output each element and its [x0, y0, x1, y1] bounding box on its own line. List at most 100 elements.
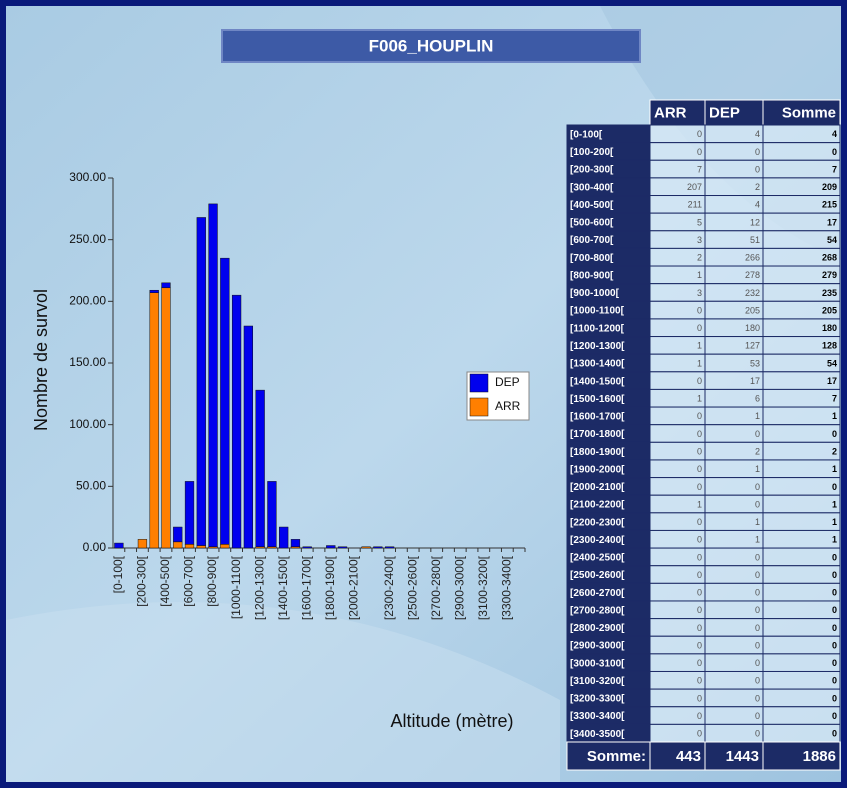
- x-axis-label: Altitude (mètre): [390, 711, 513, 731]
- table-cell: [763, 689, 840, 707]
- y-axis-label: Nombre de survol: [31, 289, 51, 431]
- table-value: 0: [832, 605, 837, 615]
- row-label: [3400-3500[: [570, 729, 625, 740]
- row-label: [900-1000[: [570, 288, 620, 299]
- table-value: 0: [755, 147, 760, 157]
- y-tick-label: 50.00: [76, 479, 106, 493]
- table-value: 205: [745, 305, 760, 315]
- row-label: [2800-2900[: [570, 623, 625, 634]
- table-value: 128: [822, 341, 837, 351]
- table-cell: [763, 566, 840, 584]
- table-value: 0: [697, 729, 702, 739]
- table-value: 0: [697, 517, 702, 527]
- table-cell: [763, 583, 840, 601]
- table-cell: [763, 619, 840, 637]
- legend-swatch: [470, 374, 488, 392]
- x-tick-label: [1200-1300[: [252, 555, 266, 620]
- table-value: 232: [745, 288, 760, 298]
- row-label: [1200-1300[: [570, 341, 625, 352]
- bar: [173, 527, 182, 542]
- table-value: 1: [755, 517, 760, 527]
- row-label: [2100-2200[: [570, 500, 625, 511]
- row-label: [800-900[: [570, 270, 614, 281]
- table-value: 6: [755, 394, 760, 404]
- table-value: 0: [832, 552, 837, 562]
- table-cell: [763, 143, 840, 161]
- row-label: [1700-1800[: [570, 429, 625, 440]
- table-value: 2: [755, 447, 760, 457]
- table-value: 0: [755, 640, 760, 650]
- table-value: 1: [697, 270, 702, 280]
- x-tick-label: [3100-3200[: [476, 555, 490, 620]
- y-tick-label: 250.00: [69, 232, 106, 246]
- legend-label: DEP: [495, 375, 520, 389]
- bar: [220, 258, 229, 544]
- table-value: 17: [827, 376, 837, 386]
- table-value: 0: [697, 658, 702, 668]
- table-value: 235: [822, 288, 837, 298]
- row-label: [1600-1700[: [570, 412, 625, 423]
- y-tick-label: 100.00: [69, 417, 106, 431]
- table-value: 1: [832, 411, 837, 421]
- table-value: 0: [755, 729, 760, 739]
- x-tick-label: [2300-2400[: [382, 555, 396, 620]
- table-value: 1: [755, 535, 760, 545]
- bar: [291, 539, 300, 546]
- row-label: [2500-2600[: [570, 570, 625, 581]
- bar: [279, 527, 288, 548]
- table-value: 278: [745, 270, 760, 280]
- table-cell: [763, 125, 840, 143]
- table-value: 0: [697, 147, 702, 157]
- table-footer: Somme:: [587, 748, 646, 765]
- table-cell: [763, 601, 840, 619]
- table-value: 268: [822, 253, 837, 263]
- table-value: 54: [827, 235, 837, 245]
- table-value: 0: [697, 623, 702, 633]
- table-value: 0: [755, 552, 760, 562]
- bar: [185, 544, 194, 548]
- table-cell: [763, 460, 840, 478]
- table-value: 0: [832, 729, 837, 739]
- row-label: [2300-2400[: [570, 535, 625, 546]
- table-cell: [763, 707, 840, 725]
- table-value: 0: [755, 570, 760, 580]
- bar: [362, 547, 371, 548]
- table-value: 54: [827, 358, 837, 368]
- table-value: 0: [832, 693, 837, 703]
- bar: [268, 481, 277, 546]
- bar: [115, 543, 124, 548]
- bar: [150, 293, 159, 548]
- table-value: 1: [697, 358, 702, 368]
- table-value: 0: [755, 658, 760, 668]
- y-tick-label: 150.00: [69, 355, 106, 369]
- bar: [162, 288, 171, 548]
- row-label: [2700-2800[: [570, 605, 625, 616]
- x-tick-label: [2900-3000[: [452, 555, 466, 620]
- table-value: 0: [755, 588, 760, 598]
- table-value: 180: [745, 323, 760, 333]
- table-value: 0: [755, 605, 760, 615]
- table-footer: 1886: [803, 748, 836, 765]
- table-value: 0: [755, 499, 760, 509]
- table-value: 0: [832, 640, 837, 650]
- table-cell: [763, 636, 840, 654]
- table-value: 207: [687, 182, 702, 192]
- row-label: [0-100[: [570, 129, 603, 140]
- bar: [138, 539, 147, 548]
- row-label: [2200-2300[: [570, 517, 625, 528]
- table-value: 0: [697, 588, 702, 598]
- table-cell: [763, 495, 840, 513]
- row-label: [400-500[: [570, 200, 614, 211]
- table-value: 53: [750, 358, 760, 368]
- table-value: 0: [832, 482, 837, 492]
- row-label: [2400-2500[: [570, 553, 625, 564]
- row-label: [3000-3100[: [570, 658, 625, 669]
- table-cell: [763, 478, 840, 496]
- screen: F006_HOUPLIN Nombre de survol Altitude (…: [0, 0, 847, 788]
- row-label: [1400-1500[: [570, 376, 625, 387]
- table-value: 1: [832, 464, 837, 474]
- bar: [373, 547, 382, 548]
- row-label: [1800-1900[: [570, 447, 625, 458]
- table-cell: [763, 513, 840, 531]
- bar: [209, 204, 218, 547]
